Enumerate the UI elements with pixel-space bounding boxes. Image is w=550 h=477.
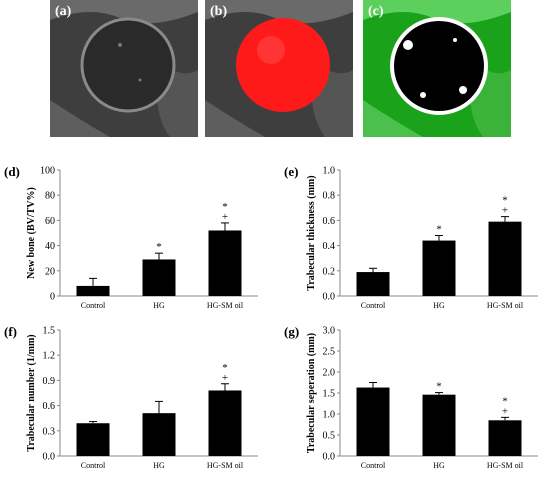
- panel-label-b: (b): [210, 4, 228, 19]
- x-tick-label: Control: [361, 461, 386, 470]
- microct-image-b: (b): [205, 0, 353, 137]
- panel-label-c: (c): [368, 4, 384, 19]
- y-tick-label: 0.0: [323, 292, 336, 303]
- y-tick-label: 0.2: [323, 266, 336, 277]
- bar: [422, 240, 456, 296]
- y-tick-label: 60: [45, 216, 55, 227]
- bar: [488, 420, 522, 456]
- y-tick-label: 2.5: [323, 347, 336, 358]
- significance-marker: +: [502, 405, 508, 417]
- chart-new-bone: (d) New bone (BV/TV%) 0 20 40 60 80 100 Control H…: [0, 160, 270, 315]
- y-tick-label: 0.9: [43, 376, 56, 387]
- bar: [208, 230, 242, 296]
- x-tick-label: HG: [433, 461, 445, 470]
- y-tick-label: 0.4: [323, 241, 336, 252]
- significance-marker: +: [222, 211, 228, 223]
- significance-marker: *: [156, 241, 162, 253]
- x-tick-label: HG-SM oil: [487, 301, 524, 310]
- y-tick-label: 1.5: [43, 326, 56, 337]
- panel-label-a: (a): [55, 4, 72, 19]
- panel-label: (g): [284, 324, 299, 339]
- bar: [142, 259, 176, 296]
- y-tick-label: 0.3: [43, 426, 56, 437]
- y-tick-label: 20: [45, 266, 55, 277]
- y-tick-label: 2.0: [323, 368, 336, 379]
- y-tick-label: 1.0: [323, 410, 336, 421]
- bar: [422, 394, 456, 456]
- y-tick-label: 100: [40, 166, 55, 177]
- chart-trabecular-thickness: (e) Trabecular thickness (mm) 0.0 0.2 0.4 0.6…: [280, 160, 550, 315]
- y-tick-label: 1.0: [323, 166, 336, 177]
- y-axis-label: Trabecular number (1/mm): [26, 334, 37, 451]
- significance-marker: *: [436, 224, 442, 236]
- chart-svg: (g) Trabecular seperation (mm) 0.0 0.5 1.0 1.…: [284, 324, 538, 470]
- bar: [142, 413, 176, 456]
- chart-svg: (f) Trabecular number (1/mm) 0.0 0.3 0.6 0.9 1…: [4, 324, 258, 470]
- y-tick-label: 0.5: [323, 431, 336, 442]
- significance-marker: *: [222, 201, 228, 213]
- bar: [76, 285, 110, 296]
- significance-marker: +: [502, 205, 508, 217]
- significance-marker: +: [222, 372, 228, 384]
- x-tick-label: HG-SM oil: [207, 301, 244, 310]
- panel-label: (f): [4, 324, 17, 339]
- x-tick-label: Control: [81, 461, 106, 470]
- chart-svg: (e) Trabecular thickness (mm) 0.0 0.2 0.4 0.6…: [284, 164, 538, 310]
- microct-image-a: (a): [50, 0, 198, 137]
- y-axis-label: New bone (BV/TV%): [26, 187, 37, 279]
- y-tick-label: 3.0: [323, 326, 336, 337]
- x-tick-label: HG-SM oil: [487, 461, 524, 470]
- x-tick-label: HG-SM oil: [207, 461, 244, 470]
- y-tick-label: 0.0: [43, 452, 56, 463]
- chart-trabecular-separation: (g) Trabecular seperation (mm) 0.0 0.5 1.0 1.…: [280, 320, 550, 475]
- chart-svg: (d) New bone (BV/TV%) 0 20 40 60 80 100 Control H…: [4, 164, 258, 310]
- microct-image-c: (c): [363, 0, 511, 137]
- y-tick-label: 80: [45, 191, 55, 202]
- significance-marker: *: [222, 362, 228, 374]
- bar: [76, 423, 110, 456]
- y-tick-label: 40: [45, 241, 55, 252]
- x-tick-label: Control: [81, 301, 106, 310]
- bar: [356, 272, 390, 296]
- significance-marker: *: [502, 195, 508, 207]
- x-tick-label: HG: [433, 301, 445, 310]
- y-tick-label: 0.0: [323, 452, 336, 463]
- y-tick-label: 1.5: [323, 389, 336, 400]
- y-axis-label: Trabecular thickness (mm): [306, 175, 317, 290]
- panel-label: (e): [284, 164, 298, 179]
- y-tick-label: 0.6: [43, 401, 56, 412]
- bar: [208, 390, 242, 456]
- x-tick-label: Control: [361, 301, 386, 310]
- panel-label: (d): [4, 164, 20, 179]
- bar: [356, 387, 390, 456]
- bar: [488, 221, 522, 296]
- x-tick-label: HG: [153, 461, 165, 470]
- y-tick-label: 0.6: [323, 216, 336, 227]
- y-tick-label: 1.2: [43, 351, 56, 362]
- x-tick-label: HG: [153, 301, 165, 310]
- y-tick-label: 0: [50, 292, 55, 303]
- y-tick-label: 0.8: [323, 191, 336, 202]
- significance-marker: *: [436, 381, 442, 393]
- significance-marker: *: [502, 395, 508, 407]
- y-axis-label: Trabecular seperation (mm): [306, 333, 317, 453]
- chart-trabecular-number: (f) Trabecular number (1/mm) 0.0 0.3 0.6 0.9 1…: [0, 320, 270, 475]
